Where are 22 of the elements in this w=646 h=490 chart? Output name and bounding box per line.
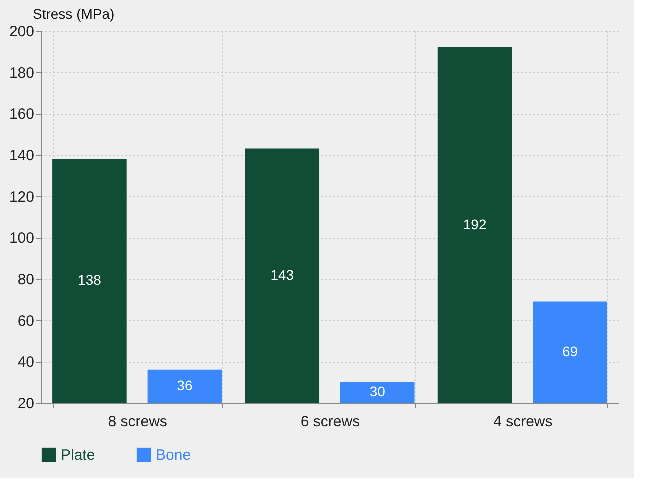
y-tick-label: 20: [18, 396, 34, 412]
data-label: 36: [177, 377, 193, 394]
y-tick-label: 160: [9, 106, 34, 124]
x-tick-label: 4 screws: [494, 414, 553, 430]
x-tick-label: 8 screws: [108, 414, 168, 430]
y-tick-label: 140: [9, 148, 34, 164]
data-label: 30: [370, 384, 386, 400]
data-label: 138: [78, 272, 102, 288]
y-tick-label: 80: [18, 272, 34, 288]
y-tick-label: 200: [9, 24, 34, 40]
y-tick-label: 120: [9, 188, 34, 206]
y-tick-label: 180: [9, 64, 34, 82]
data-label: 192: [463, 216, 487, 232]
y-tick-label: 40: [18, 354, 34, 372]
legend-label: Bone: [156, 447, 192, 464]
y-tick-label: 100: [9, 230, 34, 248]
y-tick-label: 60: [18, 312, 34, 330]
data-label: 69: [562, 343, 578, 360]
data-label: 143: [270, 266, 294, 283]
legend-label: Plate: [61, 447, 96, 464]
x-tick-label: 6 screws: [300, 414, 360, 430]
y-axis-title: Stress (MPa): [33, 6, 115, 22]
